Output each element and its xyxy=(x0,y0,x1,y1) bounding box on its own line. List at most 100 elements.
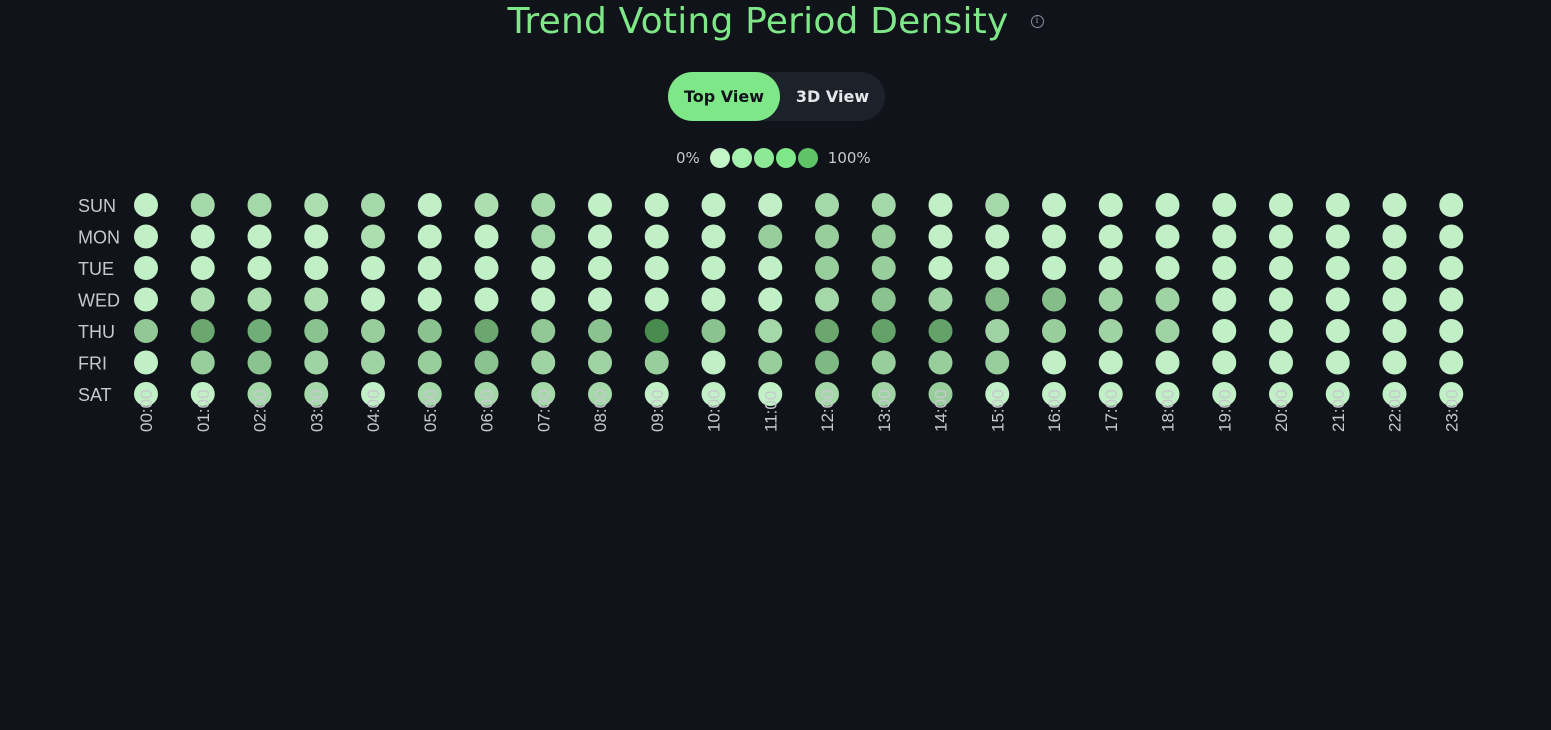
heatmap-cell[interactable] xyxy=(758,193,783,217)
heatmap-cell[interactable] xyxy=(928,193,953,217)
heatmap-cell[interactable] xyxy=(1098,287,1123,312)
heatmap-cell[interactable] xyxy=(361,382,385,406)
heatmap-cell[interactable] xyxy=(134,319,158,343)
heatmap-cell[interactable] xyxy=(985,256,1010,280)
heatmap-cell[interactable] xyxy=(644,350,669,375)
heatmap-cell[interactable] xyxy=(1325,256,1350,280)
3d-view-button[interactable]: 3D View xyxy=(795,87,870,106)
heatmap-cell[interactable] xyxy=(1098,193,1123,217)
heatmap-cell[interactable] xyxy=(1325,224,1350,249)
heatmap-cell[interactable] xyxy=(361,319,385,343)
heatmap-cell[interactable] xyxy=(361,287,385,312)
heatmap-cell[interactable] xyxy=(701,193,726,217)
heatmap-cell[interactable] xyxy=(1382,287,1407,312)
heatmap-cell[interactable] xyxy=(871,350,896,375)
heatmap-cell[interactable] xyxy=(474,256,499,280)
heatmap-cell[interactable] xyxy=(361,350,385,375)
heatmap-cell[interactable] xyxy=(1382,382,1407,406)
heatmap-cell[interactable] xyxy=(1325,350,1350,375)
heatmap-cell[interactable] xyxy=(531,350,556,375)
heatmap-cell[interactable] xyxy=(531,193,556,217)
heatmap-cell[interactable] xyxy=(304,382,329,406)
heatmap-cell[interactable] xyxy=(1269,350,1293,375)
heatmap-cell[interactable] xyxy=(531,287,556,312)
heatmap-cell[interactable] xyxy=(1212,256,1237,280)
heatmap-cell[interactable] xyxy=(1382,256,1407,280)
heatmap-cell[interactable] xyxy=(531,319,556,343)
heatmap-cell[interactable] xyxy=(190,224,215,249)
heatmap-cell[interactable] xyxy=(1098,382,1123,406)
heatmap-cell[interactable] xyxy=(1269,256,1293,280)
heatmap-cell[interactable] xyxy=(758,224,783,249)
heatmap-cell[interactable] xyxy=(474,350,499,375)
heatmap-cell[interactable] xyxy=(815,350,839,375)
heatmap-cell[interactable] xyxy=(1042,319,1066,343)
heatmap-cell[interactable] xyxy=(417,287,442,312)
heatmap-cell[interactable] xyxy=(1269,224,1293,249)
heatmap-cell[interactable] xyxy=(985,224,1010,249)
heatmap-cell[interactable] xyxy=(1042,224,1066,249)
heatmap-cell[interactable] xyxy=(531,382,556,406)
heatmap-cell[interactable] xyxy=(190,319,215,343)
heatmap-cell[interactable] xyxy=(985,319,1010,343)
heatmap-cell[interactable] xyxy=(1439,224,1464,249)
heatmap-cell[interactable] xyxy=(1212,287,1237,312)
heatmap-cell[interactable] xyxy=(1325,319,1350,343)
heatmap-cell[interactable] xyxy=(1439,350,1464,375)
heatmap-cell[interactable] xyxy=(361,224,385,249)
heatmap-cell[interactable] xyxy=(644,382,669,406)
heatmap-cell[interactable] xyxy=(928,350,953,375)
heatmap-cell[interactable] xyxy=(134,224,158,249)
heatmap-cell[interactable] xyxy=(588,287,612,312)
heatmap-cell[interactable] xyxy=(758,382,783,406)
heatmap-cell[interactable] xyxy=(1382,193,1407,217)
heatmap-cell[interactable] xyxy=(928,256,953,280)
heatmap-cell[interactable] xyxy=(134,193,158,217)
heatmap-cell[interactable] xyxy=(1155,287,1180,312)
heatmap-cell[interactable] xyxy=(1098,319,1123,343)
heatmap-cell[interactable] xyxy=(417,224,442,249)
heatmap-cell[interactable] xyxy=(815,256,839,280)
heatmap-cell[interactable] xyxy=(1269,287,1293,312)
heatmap-cell[interactable] xyxy=(247,256,272,280)
heatmap-cell[interactable] xyxy=(588,224,612,249)
heatmap-cell[interactable] xyxy=(701,224,726,249)
heatmap-cell[interactable] xyxy=(417,382,442,406)
heatmap-cell[interactable] xyxy=(190,382,215,406)
heatmap-cell[interactable] xyxy=(871,382,896,406)
heatmap-cell[interactable] xyxy=(247,224,272,249)
heatmap-cell[interactable] xyxy=(1212,224,1237,249)
heatmap-cell[interactable] xyxy=(588,350,612,375)
heatmap-cell[interactable] xyxy=(644,319,669,343)
heatmap-cell[interactable] xyxy=(985,193,1010,217)
heatmap-cell[interactable] xyxy=(247,193,272,217)
heatmap-cell[interactable] xyxy=(1098,256,1123,280)
heatmap-cell[interactable] xyxy=(588,256,612,280)
heatmap-cell[interactable] xyxy=(701,256,726,280)
info-icon[interactable]: i xyxy=(1030,14,1044,28)
heatmap-cell[interactable] xyxy=(871,224,896,249)
heatmap-cell[interactable] xyxy=(134,256,158,280)
heatmap-cell[interactable] xyxy=(474,224,499,249)
heatmap-cell[interactable] xyxy=(928,319,953,343)
heatmap-cell[interactable] xyxy=(1155,256,1180,280)
heatmap-cell[interactable] xyxy=(304,193,329,217)
heatmap-cell[interactable] xyxy=(1098,350,1123,375)
heatmap-cell[interactable] xyxy=(701,350,726,375)
heatmap-cell[interactable] xyxy=(1042,287,1066,312)
heatmap-cell[interactable] xyxy=(1212,382,1237,406)
heatmap-cell[interactable] xyxy=(361,256,385,280)
heatmap-cell[interactable] xyxy=(531,256,556,280)
heatmap-cell[interactable] xyxy=(134,382,158,406)
heatmap-cell[interactable] xyxy=(758,350,783,375)
heatmap-cell[interactable] xyxy=(190,287,215,312)
heatmap-cell[interactable] xyxy=(417,319,442,343)
heatmap-cell[interactable] xyxy=(644,287,669,312)
heatmap-cell[interactable] xyxy=(1382,319,1407,343)
heatmap-cell[interactable] xyxy=(247,350,272,375)
heatmap-cell[interactable] xyxy=(531,224,556,249)
heatmap-cell[interactable] xyxy=(1042,256,1066,280)
heatmap-cell[interactable] xyxy=(644,256,669,280)
heatmap-cell[interactable] xyxy=(1382,224,1407,249)
heatmap-cell[interactable] xyxy=(1439,382,1464,406)
